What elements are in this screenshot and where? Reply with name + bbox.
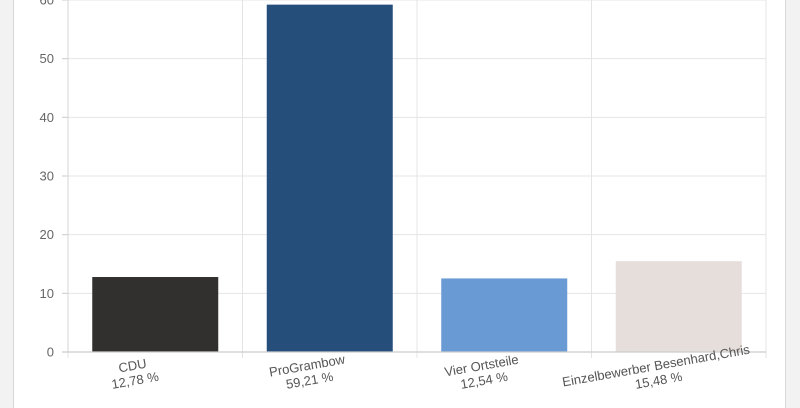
bar-0[interactable] xyxy=(92,277,219,352)
y-tick-label: 60 xyxy=(40,0,54,8)
x-category-label: CDU12,78 % xyxy=(108,354,161,392)
category-name: CDU xyxy=(117,356,147,376)
y-tick-label: 10 xyxy=(40,286,54,301)
bar-2[interactable] xyxy=(441,278,568,352)
bar-1[interactable] xyxy=(266,4,393,352)
y-tick-label: 20 xyxy=(40,227,54,242)
y-tick-label: 50 xyxy=(40,51,54,66)
x-category-label: ProGrambow59,21 % xyxy=(268,351,349,394)
y-tick-label: 40 xyxy=(40,110,54,125)
bar-3[interactable] xyxy=(615,261,742,352)
y-axis: 0 10 20 30 40 50 60 xyxy=(40,0,69,360)
y-tick-label: 30 xyxy=(40,169,54,184)
y-tick-label: 0 xyxy=(47,345,54,360)
category-percent: 12,78 % xyxy=(110,369,160,392)
x-category-label: Vier Ortsteile12,54 % xyxy=(443,352,522,395)
bars xyxy=(92,4,742,352)
